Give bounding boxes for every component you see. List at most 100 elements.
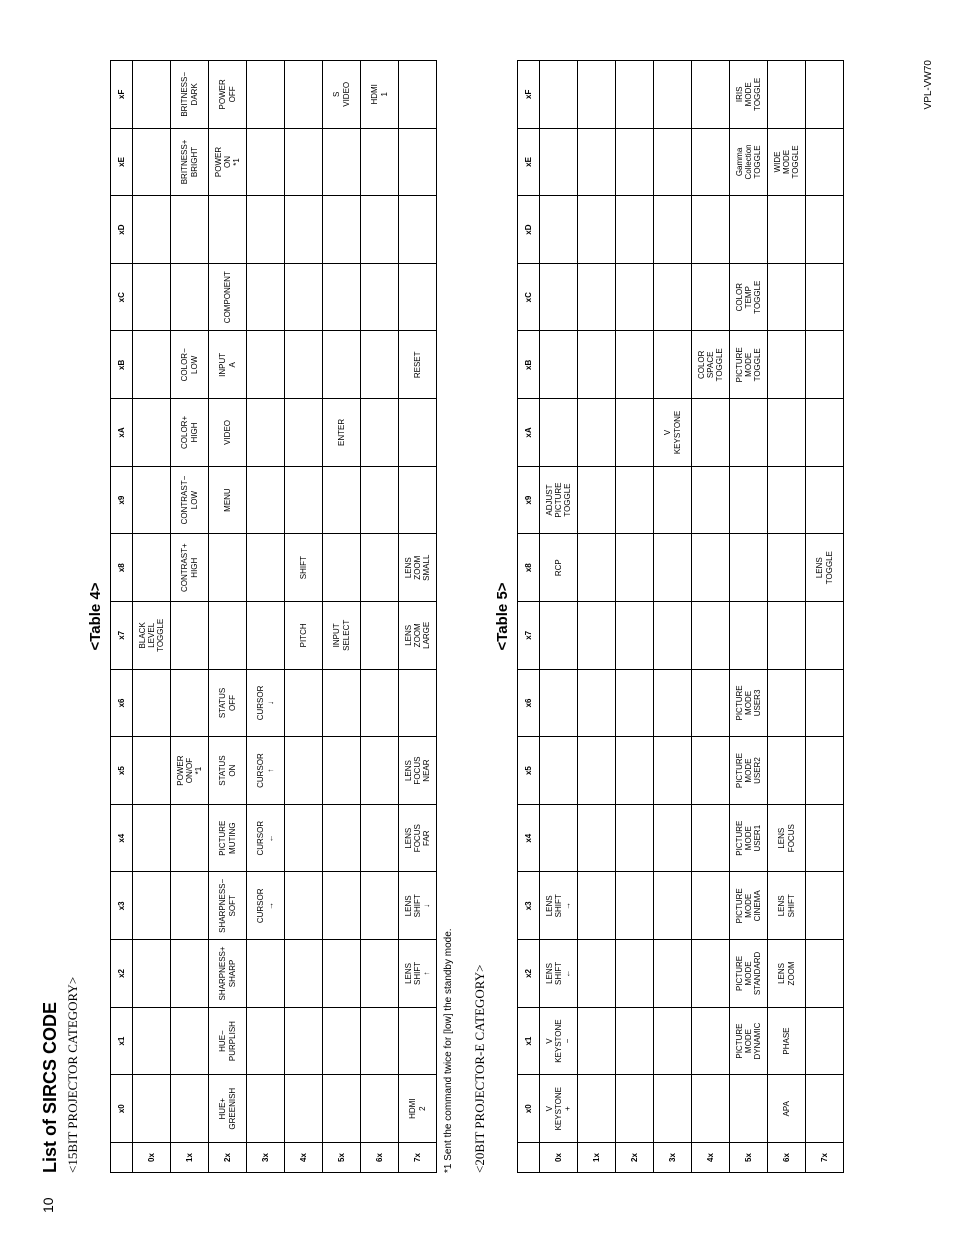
sircs-cell: LENSSHIFT→ [540, 872, 578, 940]
sircs-cell: PICTUREMODETOGGLE [730, 331, 768, 399]
sircs-cell [285, 804, 323, 872]
sircs-cell [692, 196, 730, 264]
col-header: x3 [518, 872, 540, 940]
sircs-cell: BLACKLEVELTOGGLE [133, 602, 171, 670]
sircs-cell [540, 737, 578, 805]
table5-label: <Table 5> [494, 60, 511, 1173]
sircs-cell [361, 669, 399, 737]
sircs-cell [540, 196, 578, 264]
col-header: xD [518, 196, 540, 264]
table-row: 1x [578, 61, 616, 1173]
col-header: x2 [111, 940, 133, 1008]
row-header: 3x [247, 1143, 285, 1173]
sircs-cell [361, 331, 399, 399]
sircs-cell [806, 331, 844, 399]
table-row: 1xPOWERON/OF*1CONTRAST+HIGHCONTRAST−LOWC… [171, 61, 209, 1173]
sircs-cell: IRISMODETOGGLE [730, 61, 768, 129]
sircs-cell [133, 534, 171, 602]
col-header: xC [111, 263, 133, 331]
sircs-cell [806, 466, 844, 534]
sircs-cell [806, 1007, 844, 1075]
sircs-cell [323, 466, 361, 534]
sircs-cell [171, 602, 209, 670]
sircs-cell: CONTRAST+HIGH [171, 534, 209, 602]
sircs-cell [578, 331, 616, 399]
sircs-cell: CURSOR← [247, 804, 285, 872]
sircs-cell [616, 804, 654, 872]
sircs-cell [285, 128, 323, 196]
sircs-cell [692, 399, 730, 467]
sircs-cell [540, 669, 578, 737]
sircs-cell [616, 534, 654, 602]
sircs-cell [133, 263, 171, 331]
sircs-cell [768, 737, 806, 805]
table-row: 3xCURSOR→CURSOR←CURSOR↑CURSOR↓ [247, 61, 285, 1173]
sircs-cell: PICTUREMUTING [209, 804, 247, 872]
sircs-cell: COLOR+HIGH [171, 399, 209, 467]
sircs-cell: LENSSHIFT↓ [399, 872, 437, 940]
sircs-cell [654, 263, 692, 331]
sircs-cell [323, 1075, 361, 1143]
sircs-cell [578, 128, 616, 196]
sircs-cell [133, 872, 171, 940]
sircs-cell: PICTUREMODEUSER3 [730, 669, 768, 737]
sircs-cell: HDMI2 [399, 1075, 437, 1143]
sircs-cell: PICTUREMODESTANDARD [730, 940, 768, 1008]
table-row: 7xLENSTOGGLE [806, 61, 844, 1173]
sircs-cell [209, 534, 247, 602]
col-header: x1 [518, 1007, 540, 1075]
sircs-cell [285, 1075, 323, 1143]
sircs-cell [578, 196, 616, 264]
sircs-cell [578, 872, 616, 940]
sircs-cell [654, 128, 692, 196]
sircs-cell [361, 872, 399, 940]
sircs-cell: CURSOR↑ [247, 737, 285, 805]
sircs-cell [616, 331, 654, 399]
sircs-cell: VKEYSTONE+ [540, 1075, 578, 1143]
sircs-cell [806, 940, 844, 1008]
sircs-cell [285, 331, 323, 399]
row-header: 2x [209, 1143, 247, 1173]
row-header: 7x [399, 1143, 437, 1173]
col-header: xA [111, 399, 133, 467]
sircs-cell [616, 872, 654, 940]
sircs-cell [133, 61, 171, 129]
sircs-cell [692, 128, 730, 196]
sircs-cell [654, 1075, 692, 1143]
sircs-cell: SHARPNESS+SHARP [209, 940, 247, 1008]
sircs-cell [399, 263, 437, 331]
sircs-cell [730, 399, 768, 467]
sircs-cell: PHASE [768, 1007, 806, 1075]
sircs-cell [806, 1075, 844, 1143]
sircs-cell: LENSFOCUSFAR [399, 804, 437, 872]
col-header: xB [518, 331, 540, 399]
row-header: 4x [692, 1143, 730, 1173]
col-header: xB [111, 331, 133, 399]
sircs-cell [540, 61, 578, 129]
sircs-cell [806, 872, 844, 940]
table-row: 3xVKEYSTONE [654, 61, 692, 1173]
sircs-cell: INPUTA [209, 331, 247, 399]
row-header: 3x [654, 1143, 692, 1173]
sircs-cell: LENSSHIFT [768, 872, 806, 940]
sircs-cell: PITCH [285, 602, 323, 670]
sircs-cell: BRITNESS+BRIGHT [171, 128, 209, 196]
sircs-cell: STATUSOFF [209, 669, 247, 737]
sircs-cell [692, 602, 730, 670]
sircs-cell [540, 263, 578, 331]
sircs-cell [806, 737, 844, 805]
table4-label: <Table 4> [87, 60, 104, 1173]
sircs-cell [323, 196, 361, 264]
sircs-cell [578, 61, 616, 129]
sircs-cell [285, 61, 323, 129]
table-row: 2x [616, 61, 654, 1173]
sircs-cell: VIDEO [209, 399, 247, 467]
sircs-cell [578, 940, 616, 1008]
sircs-cell [616, 940, 654, 1008]
sircs-cell [399, 128, 437, 196]
sircs-cell [578, 399, 616, 467]
sircs-cell [654, 331, 692, 399]
col-header: x8 [111, 534, 133, 602]
row-header: 0x [540, 1143, 578, 1173]
sircs-cell [692, 1007, 730, 1075]
